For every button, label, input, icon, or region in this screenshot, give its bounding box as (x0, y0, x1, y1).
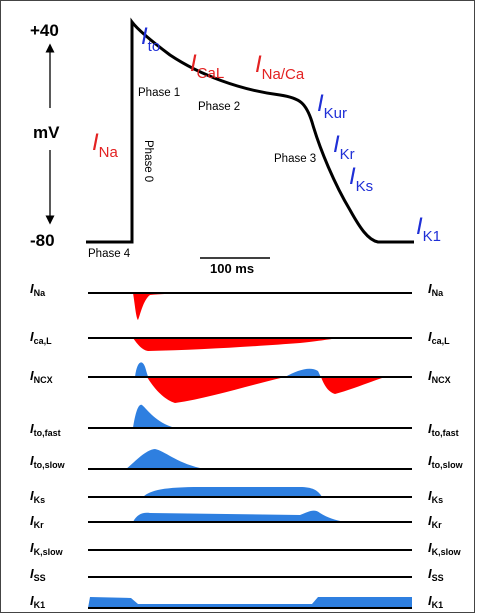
current-label-left-ikslow: IK,slow (30, 540, 64, 557)
ap-label-ik1: IK1 (416, 213, 441, 245)
current-label-left-ical: Ica,L (30, 329, 52, 346)
phase-1-label: Phase 1 (138, 87, 180, 99)
trace-itofast-shape (133, 404, 175, 428)
scale-bar-label: 100 ms (210, 261, 254, 276)
current-label-left-ikr: IKr (30, 513, 44, 530)
phase-3-label: Phase 3 (274, 153, 316, 165)
current-label-left-itoslow: Ito,slow (30, 453, 66, 470)
ap-label-ina: INa (92, 129, 119, 161)
current-label-left-iks: IKs (30, 488, 45, 505)
trace-ina-shape (133, 293, 230, 320)
ap-label-ical: ICaL (190, 50, 224, 82)
current-label-left-iss: ISS (30, 566, 46, 583)
current-label-right-itofast: Ito,fast (428, 421, 459, 438)
current-label-left-ik1: IK1 (30, 593, 45, 610)
current-label-right-incx: INCX (428, 368, 451, 385)
current-label-right-ina: INa (428, 281, 444, 298)
current-label-right-ikr: IKr (428, 513, 442, 530)
current-label-left-itofast: Ito,fast (30, 421, 61, 438)
trace-iks-shape (143, 487, 322, 497)
current-label-left-ina: INa (30, 281, 46, 298)
trace-ik1-shape (88, 597, 412, 608)
trace-incx-out-early (135, 362, 148, 377)
ap-label-inaca: INa/Ca (255, 51, 305, 83)
axis-unit-label: mV (33, 123, 60, 142)
ap-label-ikr: IKr (333, 131, 355, 163)
current-label-left-incx: INCX (30, 368, 53, 385)
current-label-right-iks: IKs (428, 488, 443, 505)
trace-incx-in-main (147, 377, 285, 403)
action-potential-trace (86, 17, 414, 244)
trace-itoslow-shape (126, 449, 215, 469)
axis-bottom-label: -80 (30, 231, 55, 250)
trace-ikr-shape (133, 510, 345, 522)
trace-ical-shape (133, 338, 340, 351)
current-label-right-ik1: IK1 (428, 593, 443, 610)
current-label-right-ikslow: IK,slow (428, 540, 462, 557)
current-label-right-iss: ISS (428, 566, 444, 583)
phase-2-label: Phase 2 (198, 101, 240, 113)
current-label-right-ical: Ica,L (428, 329, 450, 346)
trace-incx-out-late (285, 368, 321, 377)
phase-0-label: Phase 0 (142, 140, 154, 182)
ap-label-ito: Ito (141, 23, 160, 55)
axis-top-label: +40 (30, 21, 59, 40)
current-label-right-itoslow: Ito,slow (428, 453, 464, 470)
ap-label-iks: IKs (349, 163, 373, 195)
ap-label-ikur: IKur (317, 90, 347, 122)
phase-4-label: Phase 4 (88, 248, 131, 260)
trace-incx-in-late (321, 377, 385, 394)
